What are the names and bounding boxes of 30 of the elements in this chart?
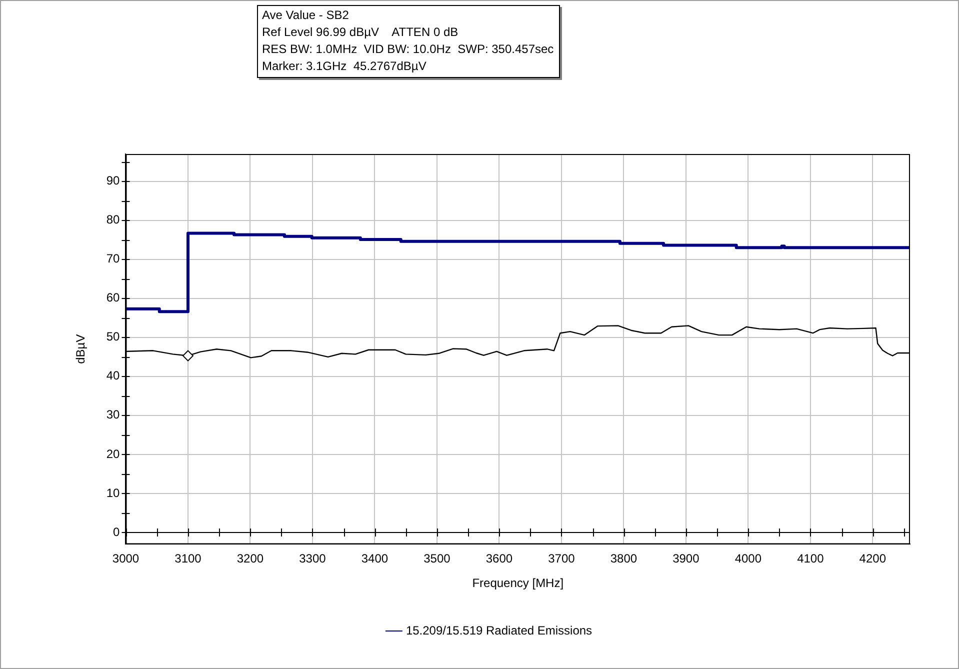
x-tick-label: 3200 [236,552,264,566]
y-tick-label: 40 [106,368,120,383]
x-tick-label: 3700 [548,552,576,566]
x-tick-label: 4000 [734,552,762,566]
y-tick-label: 80 [106,212,120,227]
legend-label: 15.209/15.519 Radiated Emissions [406,623,592,638]
x-axis-title: Frequency [MHz] [472,576,564,590]
y-tick-label: 90 [106,174,120,188]
x-tick-label: 3300 [299,552,326,566]
x-tick-label: 3500 [424,552,451,566]
x-tick-label: 3800 [610,552,638,566]
x-tick-label: 3100 [174,552,202,566]
x-tick-label: 3600 [486,552,513,566]
y-axis-title: dBµV [74,334,88,364]
y-tick-label: 0 [113,524,120,539]
text: Marker: 3.1GHz 45.2767dBµV [262,58,428,75]
text: Ref Level 96.99 dBµV ATTEN 0 dB [262,24,460,41]
x-tick-label: 4100 [797,552,824,566]
y-tick-label: 60 [106,290,120,305]
text: RES BW: 1.0MHz VID BW: 10.0Hz SWP: 350.457sec [262,41,554,58]
x-tick-label: 4200 [859,552,886,566]
x-tick-label: 3000 [112,552,140,566]
y-tick-label: 20 [106,446,120,461]
x-tick-label: 3900 [672,552,700,566]
y-tick-label: 50 [106,330,120,344]
y-tick-label: 70 [106,252,120,266]
y-tick-label: 10 [106,486,120,500]
text: Ave Value - SB2 [262,7,350,24]
y-tick-label: 30 [106,408,120,422]
x-tick-label: 3400 [361,552,388,566]
